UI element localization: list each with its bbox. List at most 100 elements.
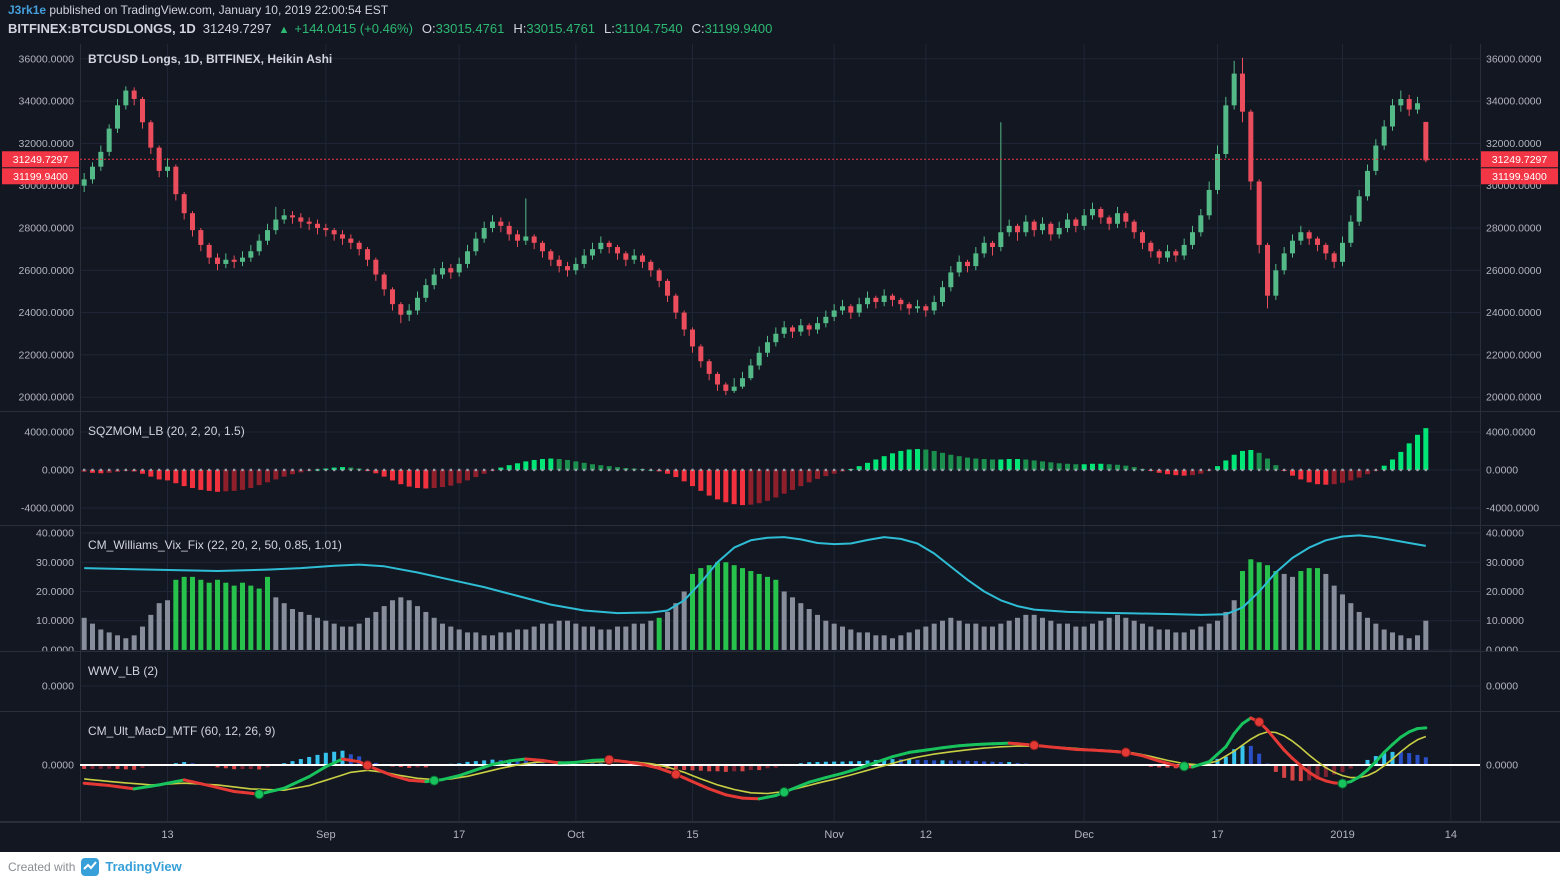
squeeze-dot [741, 468, 744, 472]
vix-bar [823, 620, 829, 650]
candle-body [473, 238, 479, 252]
vix-fix-pane[interactable]: 40.0000 40.0000 30.0000 30.0000 20.0000 20.00… [0, 526, 1560, 652]
candle-body [1398, 98, 1404, 106]
macd-hist-bar [915, 759, 920, 766]
candle-body [198, 230, 204, 245]
sqzmom-pane[interactable]: 4000.0000 4000.0000 0.0000 0.0000 -4000.0000… [0, 412, 1560, 526]
squeeze-dot [1032, 468, 1036, 472]
squeeze-dot [149, 468, 153, 472]
momentum-bar [898, 450, 904, 470]
vix-bar [556, 620, 562, 650]
candle-body [1373, 145, 1379, 171]
publisher-link[interactable]: J3rk1e [8, 3, 47, 17]
momentum-bar [340, 467, 345, 470]
momentum-bar [281, 469, 287, 477]
squeeze-dot [274, 468, 278, 472]
macd-pane[interactable]: 0.0000 0.0000 CM_Ult_MacD_MTF (60, 12, 26… [0, 712, 1560, 822]
macd-line-segment [1399, 730, 1411, 739]
axis-label-right: 22000.0000 [1486, 349, 1542, 361]
wwv-canvas[interactable]: 0.0000 0.0000 [0, 652, 1560, 712]
candle-body [456, 263, 462, 273]
momentum-bar [1106, 464, 1112, 470]
momentum-bar [1115, 464, 1120, 470]
momentum-bar [581, 462, 587, 470]
momentum-bar [590, 464, 595, 470]
macd-hist-bar [957, 760, 962, 766]
macd-hist-bar [932, 760, 937, 766]
price-pane[interactable]: 36000.0000 36000.0000 34000.0000 34000.0000… [0, 44, 1560, 412]
momentum-bar [915, 449, 920, 470]
candle-body [1040, 223, 1045, 231]
candle-body [1381, 126, 1387, 146]
vix-bar [806, 609, 812, 650]
momentum-bar [865, 462, 870, 470]
momentum-bar [1415, 434, 1420, 470]
momentum-bar [615, 467, 620, 470]
momentum-bar [1331, 469, 1337, 485]
vix-bar [1331, 585, 1337, 650]
candle-body [131, 90, 137, 99]
vix-bar [1256, 562, 1262, 650]
tradingview-brand-link[interactable]: TradingView [105, 859, 182, 874]
vix-fix-canvas[interactable]: 40.0000 40.0000 30.0000 30.0000 20.0000 20.00… [0, 526, 1560, 652]
candle-body [840, 306, 845, 311]
wwv-pane[interactable]: 0.0000 0.0000 WWV_LB (2) [0, 652, 1560, 712]
candle-body [290, 215, 295, 218]
vix-bar [1181, 632, 1187, 650]
candle-body [1298, 232, 1304, 241]
vix-bar [906, 632, 912, 650]
macd-line-segment [1307, 770, 1319, 780]
squeeze-dot [891, 468, 894, 472]
axis-label-left: 20.0000 [36, 586, 74, 598]
squeeze-dot [1374, 468, 1378, 472]
axis-label-right: 10.0000 [1486, 615, 1524, 627]
vix-bar [273, 597, 279, 650]
last-price: 31249.7297 [202, 21, 272, 36]
candle-body [465, 251, 470, 264]
macd-hist-bar [1315, 765, 1320, 780]
candle-body [1131, 221, 1137, 233]
macd-hist-bar [373, 762, 378, 766]
vix-bar [181, 576, 187, 650]
vix-bar [423, 611, 429, 650]
vix-bar [915, 629, 920, 650]
momentum-bar [881, 456, 887, 470]
macd-hist-bar [1165, 765, 1170, 768]
macd-hist-bar [423, 765, 428, 768]
squeeze-dot [132, 468, 136, 472]
momentum-bar [198, 469, 204, 490]
momentum-bar [273, 469, 279, 480]
vix-bar [90, 623, 95, 650]
sell-signal-dot [1029, 740, 1040, 751]
macd-line-segment [1349, 775, 1361, 784]
momentum-bar [1265, 458, 1270, 470]
buy-signal-dot [779, 787, 790, 798]
candle-body [248, 251, 254, 258]
price-chart-canvas[interactable]: 36000.0000 36000.0000 34000.0000 34000.0000… [0, 44, 1560, 412]
macd-hist-bar [998, 762, 1003, 766]
candle-body [690, 329, 695, 347]
time-axis[interactable]: 13 Sep 17 Oct 15 Nov 12 Dec 17 2019 14 [0, 822, 1560, 853]
macd-hist-bar [1382, 753, 1387, 766]
squeeze-dot [324, 468, 328, 472]
candle-body [1331, 253, 1337, 262]
momentum-bar [456, 469, 462, 484]
candle-body [1348, 221, 1354, 243]
squeeze-dot [166, 468, 169, 472]
tradingview-logo-icon[interactable] [81, 857, 100, 876]
high-value: 33015.4761 [526, 21, 596, 36]
macd-hist-bar [1223, 756, 1228, 766]
vix-bar [1090, 623, 1095, 650]
sqzmom-canvas[interactable]: 4000.0000 4000.0000 0.0000 0.0000 -4000.0000… [0, 412, 1560, 526]
candle-body [223, 259, 229, 264]
squeeze-dot [1366, 468, 1369, 472]
vix-bar [523, 629, 529, 650]
candle-body [923, 306, 929, 311]
macd-canvas[interactable]: 0.0000 0.0000 [0, 712, 1560, 822]
candle-body [123, 90, 129, 106]
vix-bar [198, 579, 204, 650]
momentum-bar [465, 469, 470, 481]
vix-bar [1356, 611, 1362, 650]
squeeze-dot [974, 468, 978, 472]
vix-bar [623, 626, 629, 650]
